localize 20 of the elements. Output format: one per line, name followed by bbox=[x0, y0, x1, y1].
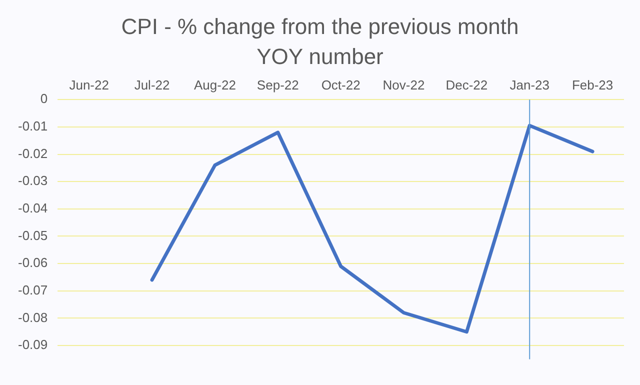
chart-title: CPI - % change from the previous month YOY number bbox=[120, 13, 520, 71]
x-tick-label: Aug-22 bbox=[194, 77, 236, 92]
y-tick-label: -0.04 bbox=[18, 200, 48, 216]
x-tick-label: Feb-23 bbox=[572, 77, 614, 92]
y-tick-label: -0.08 bbox=[18, 310, 48, 325]
x-tick-label: Jun-22 bbox=[69, 77, 109, 92]
y-tick-label: -0.09 bbox=[18, 337, 48, 352]
x-tick-label: Nov-22 bbox=[382, 77, 425, 92]
x-tick-label: Sep-22 bbox=[256, 77, 299, 92]
y-tick-label: -0.06 bbox=[18, 255, 48, 270]
y-tick-label: -0.07 bbox=[18, 282, 48, 298]
y-tick-label: -0.02 bbox=[18, 146, 48, 161]
x-tick-label: Dec-22 bbox=[446, 77, 488, 92]
x-tick-label: Oct-22 bbox=[321, 77, 360, 92]
x-tick-label: Jan-23 bbox=[510, 77, 550, 92]
x-tick-label: Jul-22 bbox=[134, 77, 170, 92]
y-tick-label: -0.03 bbox=[18, 173, 48, 188]
y-tick-label: 0 bbox=[40, 91, 48, 106]
y-tick-label: -0.05 bbox=[18, 228, 48, 243]
y-tick-label: -0.01 bbox=[18, 118, 48, 134]
